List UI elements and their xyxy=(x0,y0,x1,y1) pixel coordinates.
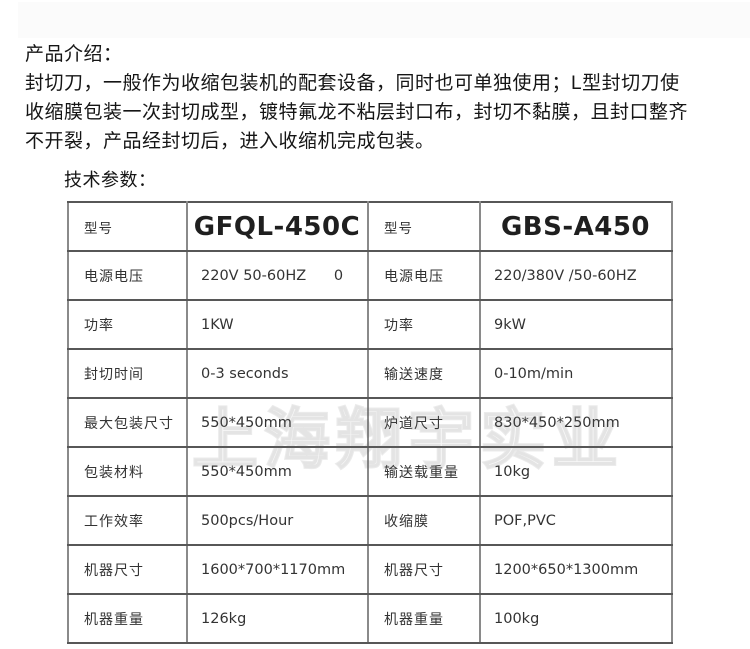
spec-value-cell: 0-3 seconds xyxy=(186,348,369,399)
spec-table-row: 封切时间 0-3 seconds 输送速度 0-10m/min xyxy=(67,348,673,399)
spec-label-cell: 收缩膜 xyxy=(367,495,481,546)
spec-value-cell: 100kg xyxy=(479,593,673,644)
spec-label-cell: 输送速度 xyxy=(367,348,481,399)
spec-label-cell: 机器重量 xyxy=(367,593,481,644)
spec-value-cell: 220/380V /50-60HZ xyxy=(479,250,673,301)
spec-value-cell: GBS-A450 xyxy=(479,201,673,252)
spec-value-cell: 1200*650*1300mm xyxy=(479,544,673,595)
spec-table-row: 机器重量 126kg 机器重量 100kg xyxy=(67,593,673,644)
spec-label-cell: 电源电压 xyxy=(67,250,188,301)
spec-label-cell: 功率 xyxy=(67,299,188,350)
spec-label-cell: 机器尺寸 xyxy=(367,544,481,595)
spec-label-cell: 最大包装尺寸 xyxy=(67,397,188,448)
spec-value-cell: 9kW xyxy=(479,299,673,350)
spec-label-cell: 机器尺寸 xyxy=(67,544,188,595)
spec-label-cell: 电源电压 xyxy=(367,250,481,301)
spec-value-cell: 10kg xyxy=(479,446,673,497)
spec-value-cell: 830*450*250mm xyxy=(479,397,673,448)
spec-label-cell: 包装材料 xyxy=(67,446,188,497)
intro-line: 收缩膜包装一次封切成型，镀特氟龙不粘层封口布，封切不黏膜，且封口整齐 xyxy=(25,102,689,123)
spec-label-cell: 炉道尺寸 xyxy=(367,397,481,448)
intro-line: 不开裂，产品经封切后，进入收缩机完成包装。 xyxy=(25,131,435,152)
intro-line: 封切刀，一般作为收缩包装机的配套设备，同时也可单独使用；L型封切刀使 xyxy=(25,73,680,94)
intro-heading: 产品介绍： xyxy=(25,44,123,65)
spec-value-cell: 500pcs/Hour xyxy=(186,495,369,546)
spec-value-cell: GFQL-450C xyxy=(186,201,369,252)
spec-value-cell: 550*450mm xyxy=(186,397,369,448)
product-intro: 产品介绍： 封切刀，一般作为收缩包装机的配套设备，同时也可单独使用；L型封切刀使… xyxy=(25,40,731,156)
spec-label-cell: 机器重量 xyxy=(67,593,188,644)
spec-value-cell: 550*450mm xyxy=(186,446,369,497)
spec-table-row: 最大包装尺寸 550*450mm 炉道尺寸 830*450*250mm xyxy=(67,397,673,448)
spec-label-cell: 封切时间 xyxy=(67,348,188,399)
spec-label-cell: 工作效率 xyxy=(67,495,188,546)
spec-table-header-row: 型号 GFQL-450C 型号 GBS-A450 xyxy=(67,201,673,252)
spec-value-cell: POF,PVC xyxy=(479,495,673,546)
spec-value-cell: 1600*700*1170mm xyxy=(186,544,369,595)
spec-table-row: 工作效率 500pcs/Hour 收缩膜 POF,PVC xyxy=(67,495,673,546)
spec-table-row: 功率 1KW 功率 9kW xyxy=(67,299,673,350)
spec-value-cell: 1KW xyxy=(186,299,369,350)
params-heading: 技术参数： xyxy=(64,170,157,190)
spec-table-row: 包装材料 550*450mm 输送载重量 10kg xyxy=(67,446,673,497)
spec-label-cell: 型号 xyxy=(367,201,481,252)
spec-value-cell: 126kg xyxy=(186,593,369,644)
spec-value-cell: 0-10m/min xyxy=(479,348,673,399)
top-image-remnant xyxy=(18,2,750,38)
spec-label-cell: 功率 xyxy=(367,299,481,350)
spec-label-cell: 输送载重量 xyxy=(367,446,481,497)
spec-table-row: 机器尺寸 1600*700*1170mm 机器尺寸 1200*650*1300mm xyxy=(67,544,673,595)
spec-value-cell: 220V 50-60HZ 0 xyxy=(186,250,369,301)
spec-label-cell: 型号 xyxy=(67,201,188,252)
spec-table-row: 电源电压 220V 50-60HZ 0 电源电压 220/380V /50-60HZ xyxy=(67,250,673,301)
